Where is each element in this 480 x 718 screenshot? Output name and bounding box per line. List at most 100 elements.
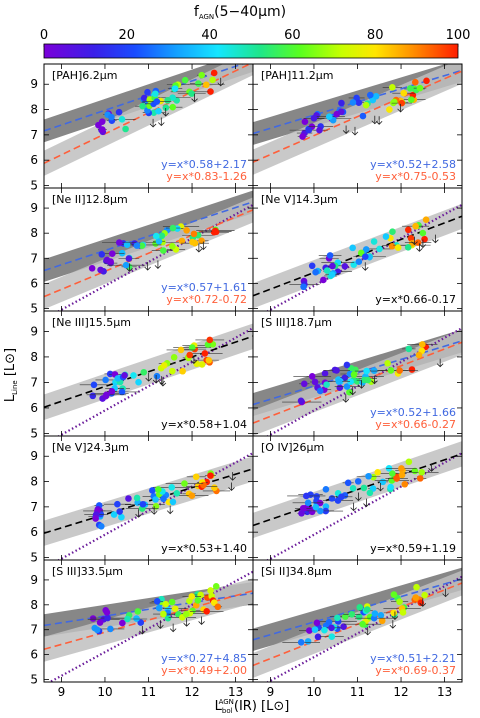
panel-8: [O IV]26μm y=x*0.59+1.19 — [252, 435, 463, 561]
fit-equation-black: y=x*0.53+1.40 — [161, 542, 247, 555]
data-point — [356, 603, 364, 611]
data-point — [300, 380, 308, 388]
data-point — [314, 633, 322, 641]
panel-10: 9 10 11 12 13 [Si II]34.8μm y=x*0.51+2.21y=x*0… — [252, 559, 463, 699]
data-point — [310, 115, 318, 122]
data-point — [363, 606, 371, 613]
y-tick-label: 5 — [30, 178, 38, 192]
upper-limit-arrow — [364, 626, 371, 636]
data-point — [155, 107, 162, 115]
fit-equation-blue: y=x*0.52+1.66 — [370, 406, 456, 419]
data-point — [133, 242, 141, 249]
data-point — [139, 500, 147, 508]
data-point — [181, 480, 188, 487]
y-tick-label: 5 — [30, 426, 38, 440]
data-point — [323, 267, 331, 274]
y-tick-label: 6 — [30, 525, 38, 539]
x-tick-label: 10 — [306, 685, 321, 699]
fit-equation-blue: y=x*0.52+2.58 — [370, 158, 456, 171]
data-point — [308, 372, 316, 380]
data-point — [389, 470, 396, 477]
data-point — [171, 85, 179, 92]
upper-limit-arrow — [358, 380, 365, 389]
fit-line-black — [253, 453, 462, 527]
data-point — [188, 344, 196, 351]
y-tick-label: 6 — [30, 153, 38, 167]
upper-limit-arrow — [363, 498, 370, 508]
data-point — [422, 216, 430, 224]
upper-limit-arrow — [166, 505, 174, 515]
data-point — [201, 350, 209, 357]
panel-label: [PAH]11.2μm — [261, 69, 334, 82]
upper-limit-arrow — [228, 482, 235, 492]
data-point — [316, 126, 323, 134]
data-point — [391, 98, 398, 106]
data-point — [192, 473, 200, 481]
data-point — [421, 235, 428, 243]
data-point — [412, 222, 419, 230]
fit-equation-red: y=x*0.72-0.72 — [166, 293, 247, 306]
data-point — [164, 614, 172, 622]
data-point — [108, 250, 116, 258]
y-tick-label: 9 — [30, 77, 38, 91]
data-point — [398, 471, 406, 479]
data-point — [418, 469, 426, 476]
upper-limit-arrow — [419, 239, 427, 249]
colorbar-tick: 20 — [119, 28, 136, 43]
panel-label: [Ne II]12.8μm — [52, 193, 128, 206]
data-point — [97, 266, 104, 274]
upper-limit-arrow — [152, 375, 160, 384]
data-point — [169, 94, 176, 101]
data-point — [349, 99, 357, 106]
data-point — [313, 619, 321, 627]
data-point — [329, 262, 336, 270]
panel-grid: 5 6 7 8 9 [PAH]6.2μm y=x*0.58+2.17y=x*0.83-1.2… — [30, 63, 463, 699]
upper-limit-arrow — [391, 611, 399, 621]
y-tick-label: 5 — [30, 673, 38, 687]
fit-equation-black: y=x*0.59+1.19 — [370, 542, 456, 555]
y-tick-label: 8 — [30, 226, 38, 240]
data-point — [349, 485, 357, 492]
data-point — [133, 494, 141, 502]
data-point — [168, 367, 176, 375]
colorbar-label: fAGN(5−40μm) — [194, 4, 286, 21]
data-point — [366, 489, 374, 497]
data-point — [419, 229, 427, 237]
upper-limit-arrow — [150, 506, 158, 515]
panel-label: [Ne III]15.5μm — [52, 316, 131, 329]
data-point — [207, 587, 214, 594]
data-point — [388, 242, 396, 250]
data-point — [160, 495, 167, 503]
data-point — [312, 268, 319, 276]
data-point — [95, 121, 102, 129]
data-point — [155, 604, 163, 612]
data-point — [393, 475, 400, 482]
data-point — [341, 262, 349, 270]
data-point — [411, 78, 419, 86]
data-point — [408, 366, 416, 373]
upper-limit-arrow — [411, 236, 418, 246]
upper-limit-arrow — [397, 103, 404, 113]
data-point — [152, 496, 159, 503]
upper-limit-arrow — [350, 502, 357, 512]
data-point — [423, 77, 430, 85]
data-point — [372, 92, 380, 100]
panel-label: [Si II]34.8μm — [261, 565, 332, 578]
data-point — [322, 485, 330, 493]
upper-limit-arrow — [158, 376, 165, 385]
fit-line-black — [44, 335, 253, 408]
y-tick-label: 5 — [30, 301, 38, 315]
x-tick-label: 13 — [228, 685, 243, 699]
data-point — [160, 610, 167, 618]
data-point — [102, 376, 109, 384]
x-tick-label: 11 — [141, 685, 156, 699]
data-point — [92, 515, 99, 522]
upper-limit-arrow — [198, 616, 205, 626]
data-point — [355, 258, 363, 266]
y-tick-label: 6 — [30, 401, 38, 415]
data-point — [386, 106, 393, 113]
upper-limit-arrow — [190, 355, 198, 365]
upper-limit-arrow — [191, 93, 198, 103]
data-point — [121, 371, 128, 379]
data-point — [114, 500, 121, 508]
